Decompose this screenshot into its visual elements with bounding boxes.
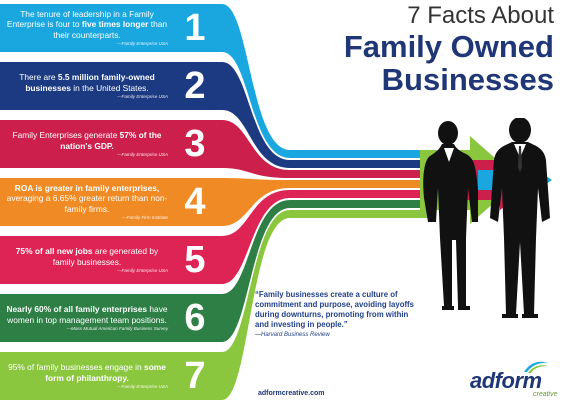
fact-text-bold: Nearly 60% of all family enterprises: [6, 304, 148, 315]
title-top-line: 7 Facts About: [407, 2, 554, 29]
fact-text-bold: 75% of all new jobs: [15, 246, 93, 257]
fact-number: 3: [184, 123, 206, 165]
fact-ribbon: [0, 120, 430, 178]
fact-number: 4: [184, 181, 206, 223]
fact-text: Nearly 60% of all family enterprises hav…: [0, 304, 172, 331]
fact-text: ROA is greater in family enterprises, av…: [0, 183, 172, 221]
fact-source: —Mass Mutual American Family Business Su…: [66, 325, 168, 331]
logo-word: adform: [470, 368, 542, 393]
fact-number: 5: [184, 239, 206, 281]
fact-text-post: have women in top management team positi…: [7, 304, 168, 325]
title-block: 7 Facts About Family Owned Businesses: [344, 2, 554, 96]
business-people-silhouette-icon: [423, 118, 550, 318]
fact-source: —Family Enterprise USA: [116, 40, 168, 46]
fact-text: The tenure of leadership in a Family Ent…: [0, 9, 172, 47]
fact-text-bold: 57% of the nation's GDP.: [60, 130, 162, 151]
title-main-line1: Family Owned: [343, 29, 554, 64]
quote-source: —Harvard Business Review: [255, 332, 330, 338]
fact-panel: The tenure of leadership in a Family Ent…: [0, 4, 226, 52]
fact-source: —Family Enterprise USA: [116, 93, 168, 99]
fact-panel: 75% of all new jobs are generated by fam…: [0, 236, 226, 284]
fact-ribbon: [0, 190, 430, 284]
logo-sub: creative: [533, 391, 558, 398]
fact-ribbon: [0, 4, 430, 158]
fact-ribbon: [0, 200, 430, 342]
fact-text-post: averaging a 6.65% greater return than no…: [6, 193, 168, 214]
fact-number: 6: [184, 297, 206, 339]
fact-panel: There are 5.5 million family-owned busin…: [0, 62, 226, 110]
fact-number: 7: [184, 355, 206, 397]
website-link[interactable]: adformcreative.com: [258, 390, 325, 397]
fact-text-post: are generated by family businesses.: [52, 246, 159, 267]
fact-text-bold: 5.5 million family-owned businesses: [25, 72, 155, 93]
swoosh-icon: [524, 361, 548, 373]
fact-text-bold: ROA is greater in family enterprises,: [14, 183, 160, 194]
fact-source: —Family Enterprise USA: [116, 267, 168, 273]
fact-panel: 95% of family businesses engage in some …: [0, 352, 226, 400]
fact-source: —Family Enterprise USA: [116, 151, 168, 157]
fact-text-pre: 95% of family businesses engage in: [8, 362, 145, 373]
quote-text: “Family businesses create a culture of c…: [255, 290, 414, 329]
quote-block: “Family businesses create a culture of c…: [255, 290, 420, 340]
fact-text-pre: The tenure of leadership in a Family Ent…: [6, 9, 154, 30]
title-main-line2: Businesses: [381, 62, 554, 97]
fact-panel: Nearly 60% of all family enterprises hav…: [0, 294, 226, 342]
fact-text-pre: Family Enterprises generate: [12, 130, 120, 141]
fact-ribbon: [0, 62, 430, 168]
fact-text-post: in the United States.: [70, 82, 149, 93]
fact-text: Family Enterprises generate 57% of the n…: [0, 130, 172, 157]
fact-text-bold: some form of philanthropy.: [45, 362, 166, 383]
fact-source: —Family Firm Institute: [122, 214, 168, 220]
fact-text-bold: five times longer: [81, 19, 149, 30]
fact-panel: Family Enterprises generate 57% of the n…: [0, 120, 226, 168]
fact-source: —Family Enterprise USA: [116, 383, 168, 389]
fact-ribbon: [0, 210, 430, 400]
fact-text-pre: There are: [19, 72, 58, 83]
fact-number: 1: [184, 7, 206, 49]
fact-text-post: than their counterparts.: [53, 19, 168, 40]
fact-text: 95% of family businesses engage in some …: [0, 362, 172, 389]
fact-text: 75% of all new jobs are generated by fam…: [0, 246, 172, 273]
fact-ribbon: [0, 178, 430, 226]
fact-panel: ROA is greater in family enterprises, av…: [0, 178, 226, 226]
adform-logo: adform creative: [470, 360, 570, 400]
fact-text: There are 5.5 million family-owned busin…: [0, 72, 172, 99]
fact-number: 2: [184, 65, 206, 107]
